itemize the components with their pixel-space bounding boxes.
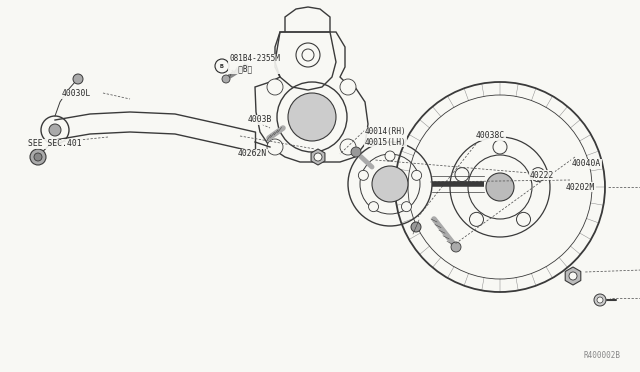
Circle shape: [493, 140, 507, 154]
Circle shape: [358, 170, 369, 180]
Circle shape: [401, 202, 412, 212]
Circle shape: [340, 139, 356, 155]
Text: R400002B: R400002B: [583, 351, 620, 360]
Circle shape: [597, 297, 603, 303]
Polygon shape: [311, 149, 325, 165]
Circle shape: [34, 153, 42, 161]
Circle shape: [486, 173, 514, 201]
Circle shape: [372, 166, 408, 202]
Text: 4003B: 4003B: [248, 115, 273, 125]
Circle shape: [222, 75, 230, 83]
Text: 40038C: 40038C: [476, 131, 505, 141]
Circle shape: [594, 294, 606, 306]
Circle shape: [288, 93, 336, 141]
Text: 40202M: 40202M: [566, 183, 595, 192]
Circle shape: [411, 222, 421, 232]
Circle shape: [49, 124, 61, 136]
Circle shape: [412, 170, 422, 180]
Circle shape: [531, 168, 545, 182]
Text: B: B: [220, 64, 224, 68]
Circle shape: [369, 202, 378, 212]
Circle shape: [451, 242, 461, 252]
Text: 081B4-2355M
  〈B〉: 081B4-2355M 〈B〉: [229, 54, 280, 74]
Circle shape: [516, 212, 531, 226]
Circle shape: [569, 272, 577, 280]
Circle shape: [30, 149, 46, 165]
Circle shape: [340, 79, 356, 95]
Text: 40014(RH)
40015(LH): 40014(RH) 40015(LH): [365, 127, 406, 147]
Text: 40040A: 40040A: [572, 160, 601, 169]
Circle shape: [470, 212, 483, 226]
Circle shape: [267, 79, 283, 95]
Polygon shape: [565, 267, 580, 285]
Circle shape: [314, 153, 322, 161]
Circle shape: [385, 151, 395, 161]
Text: 40262N: 40262N: [238, 150, 268, 158]
Text: SEE SEC.401: SEE SEC.401: [28, 140, 82, 148]
Text: 40222: 40222: [530, 170, 554, 180]
Circle shape: [73, 74, 83, 84]
Circle shape: [455, 168, 469, 182]
Text: 40030L: 40030L: [62, 90, 92, 99]
Circle shape: [267, 139, 283, 155]
Circle shape: [351, 147, 361, 157]
